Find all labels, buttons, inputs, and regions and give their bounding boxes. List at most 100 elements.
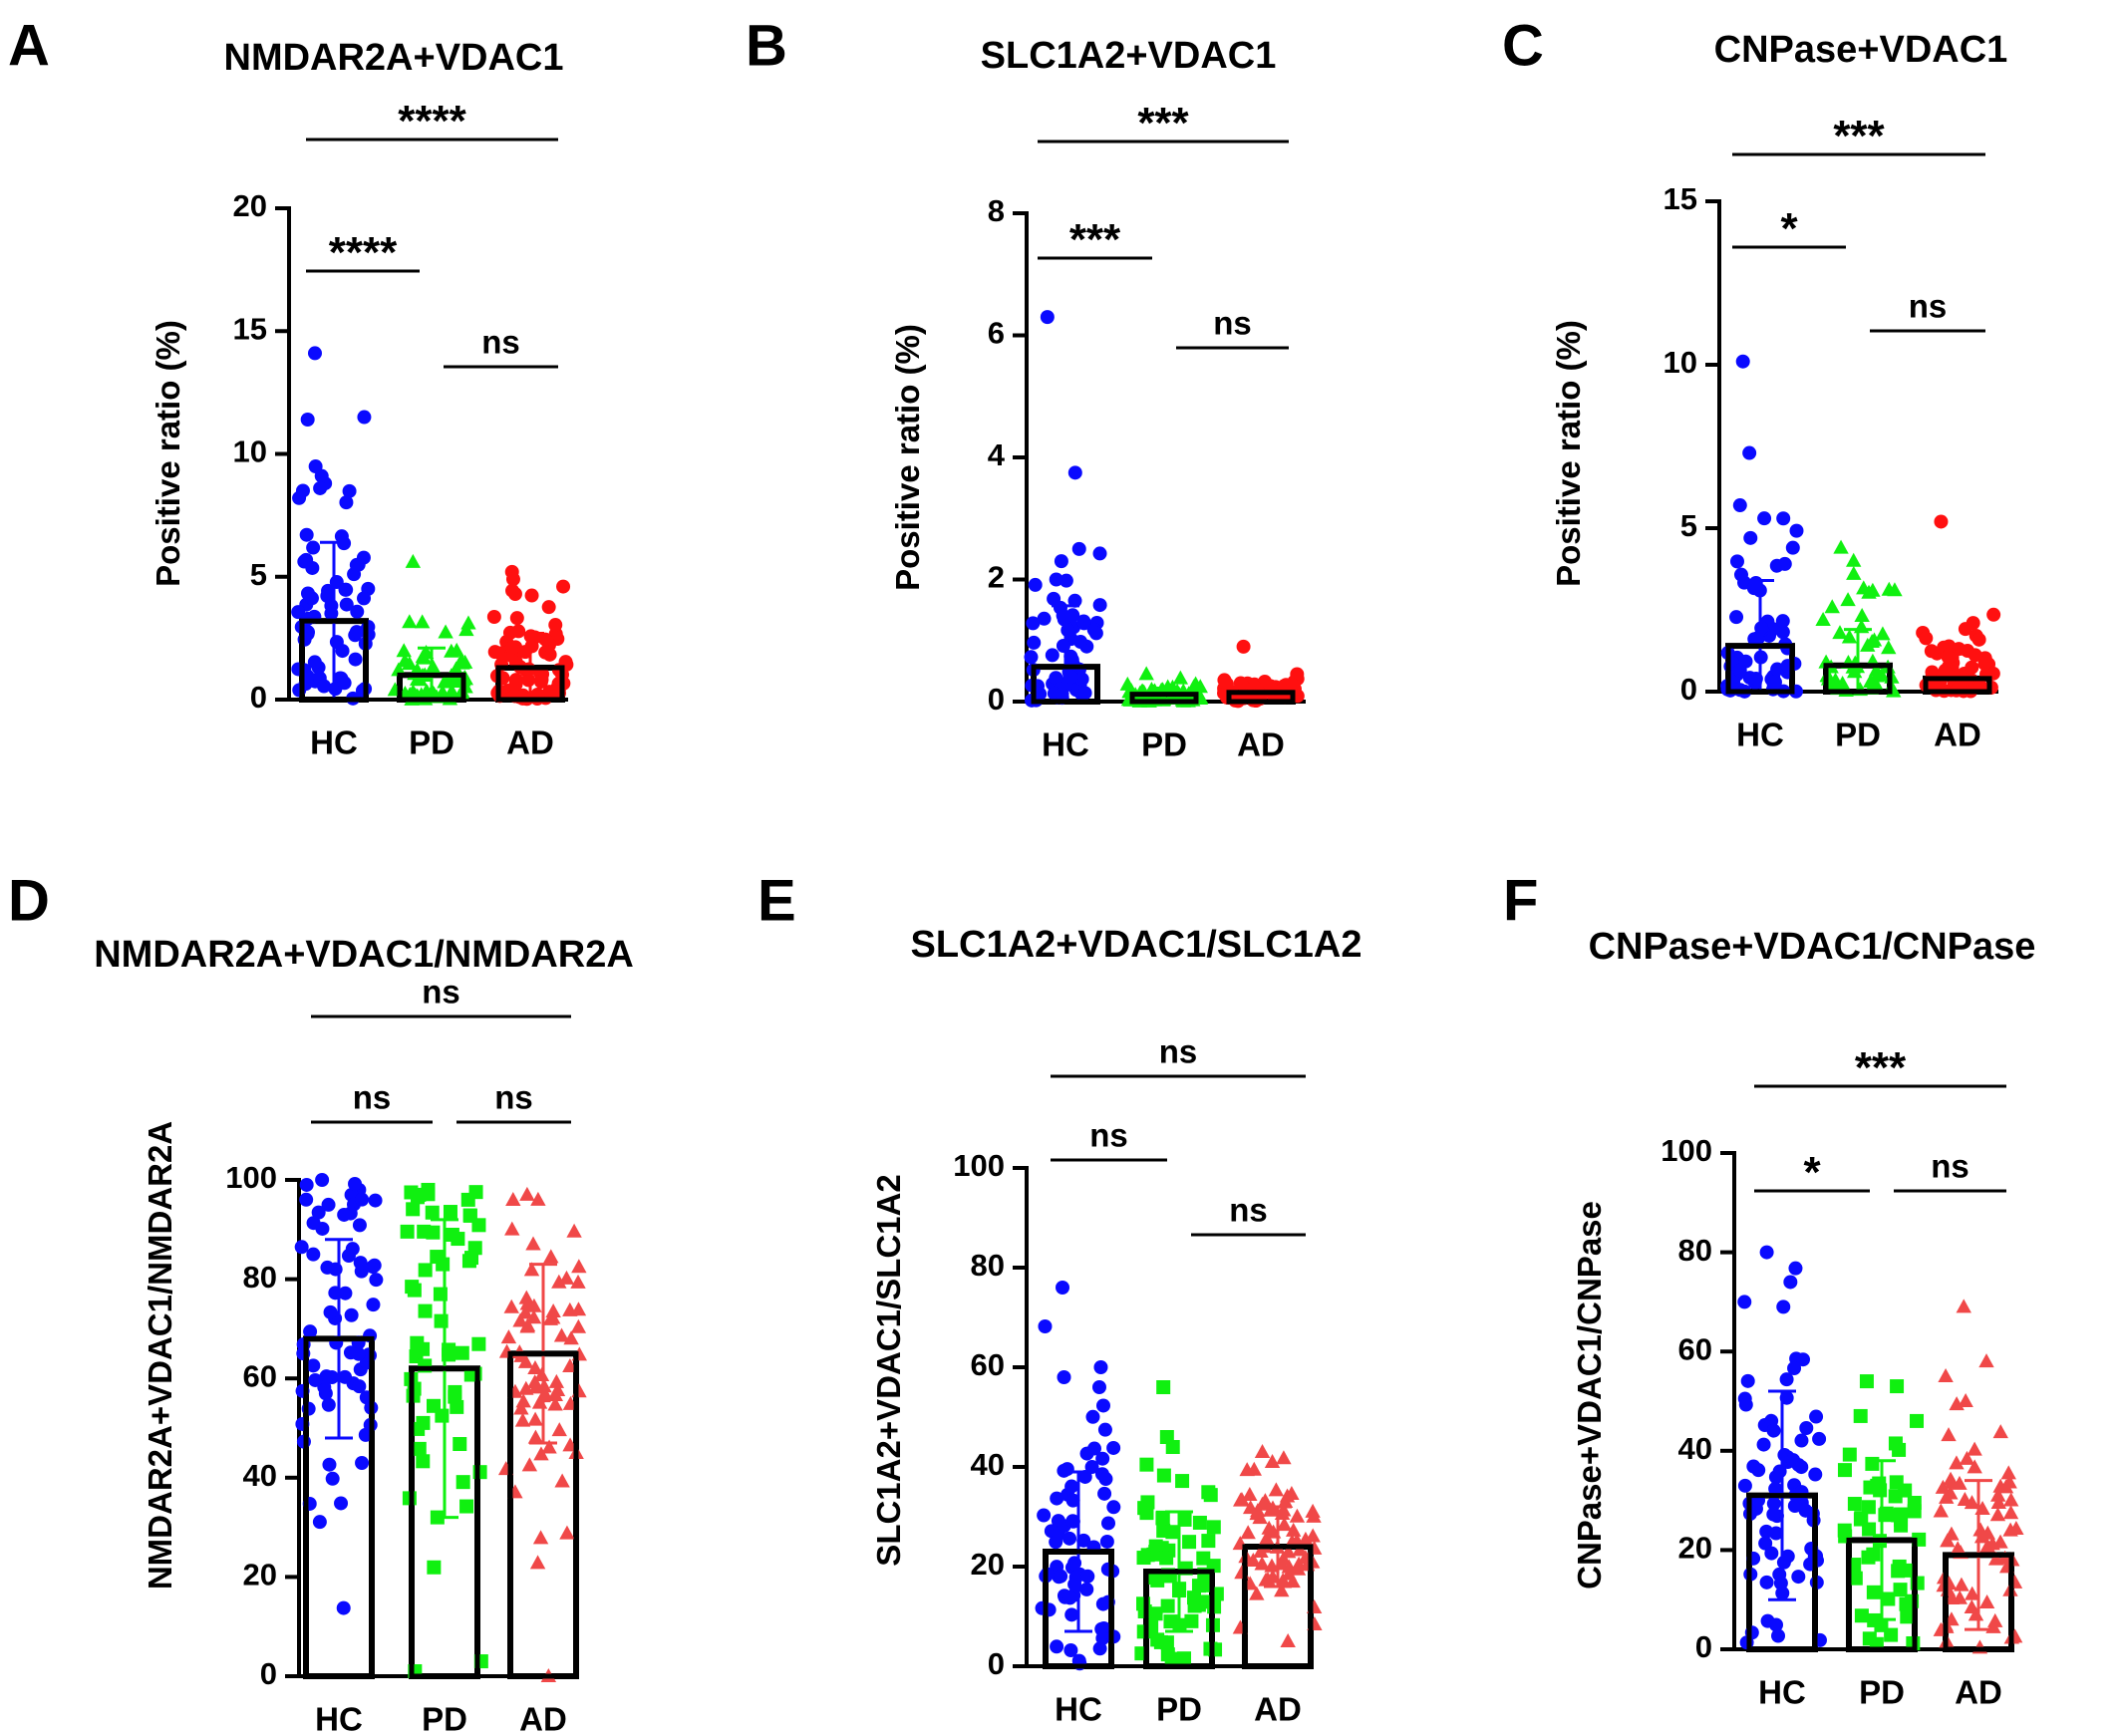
data-point <box>502 625 517 640</box>
data-point <box>1771 1628 1786 1643</box>
data-point <box>1203 1488 1218 1503</box>
data-point <box>1759 1575 1774 1590</box>
data-point <box>325 1471 340 1486</box>
data-point <box>551 1274 567 1289</box>
data-point <box>541 600 556 615</box>
data-point <box>1743 530 1758 545</box>
data-point <box>1067 593 1082 608</box>
x-category-label: HC <box>1758 1674 1806 1711</box>
data-point <box>547 1396 563 1411</box>
data-point <box>1989 1507 2006 1522</box>
data-point <box>1106 1440 1121 1455</box>
data-point <box>355 1456 370 1471</box>
data-point <box>1919 631 1934 646</box>
mean-bar-outline <box>1043 1549 1114 1669</box>
y-tick-label: 15 <box>233 311 267 346</box>
data-point <box>1881 640 1897 655</box>
data-point <box>1095 1451 1110 1466</box>
data-point <box>338 582 353 597</box>
data-point <box>1063 1642 1078 1657</box>
data-point <box>1095 1398 1110 1413</box>
data-point <box>2008 1520 2024 1535</box>
data-point <box>357 410 372 425</box>
data-point <box>1971 632 1986 647</box>
y-tick-label: 60 <box>971 1347 1005 1382</box>
data-point <box>435 1408 450 1423</box>
data-point <box>1958 1392 1973 1407</box>
mean-bar-outline <box>1031 664 1100 705</box>
data-point <box>353 1256 368 1271</box>
data-point <box>1274 1583 1290 1597</box>
panel-letter: E <box>758 868 796 933</box>
data-point <box>1924 644 1939 659</box>
data-point <box>397 653 413 668</box>
data-point <box>1776 1300 1791 1314</box>
data-point <box>1067 465 1082 480</box>
data-point <box>1808 1467 1823 1482</box>
data-point <box>1732 663 1747 678</box>
data-point <box>1026 616 1041 631</box>
mean-bar-outline <box>1725 643 1795 695</box>
data-point <box>2003 1492 2019 1507</box>
data-point <box>1253 1543 1269 1558</box>
data-point <box>1881 1591 1896 1606</box>
data-point <box>2002 1505 2019 1520</box>
data-point <box>1182 1535 1197 1550</box>
mean-bar-outline <box>1143 1569 1215 1669</box>
data-point <box>1979 1525 1996 1540</box>
significance-label: * <box>1780 204 1798 253</box>
data-point <box>1071 541 1086 556</box>
data-point <box>455 1475 470 1490</box>
data-point <box>1196 1551 1211 1566</box>
data-point <box>312 1515 327 1530</box>
data-point <box>334 1496 349 1511</box>
data-point <box>1175 1474 1190 1489</box>
data-point <box>1057 1370 1071 1384</box>
data-point <box>1184 1613 1199 1628</box>
data-point <box>1092 546 1107 561</box>
data-point <box>1815 611 1831 626</box>
data-point <box>1289 1508 1306 1523</box>
mean-bar-outline <box>1923 676 1992 695</box>
data-point <box>349 557 364 572</box>
data-point <box>530 1191 546 1206</box>
data-point <box>453 653 469 668</box>
data-point <box>315 1173 330 1187</box>
data-point <box>1160 1598 1175 1613</box>
y-axis-label: NMDAR2A+VDAC1/NMDAR2A <box>142 1121 178 1590</box>
data-point <box>1040 310 1055 325</box>
data-point <box>1076 1533 1091 1548</box>
data-point <box>519 1186 535 1201</box>
data-point <box>418 1303 433 1318</box>
data-point <box>329 635 344 650</box>
data-point <box>407 1283 422 1298</box>
data-point <box>1833 539 1849 554</box>
data-point <box>1949 1455 1965 1470</box>
data-point <box>1172 670 1189 685</box>
data-point <box>525 1309 542 1324</box>
data-point <box>1757 511 1772 526</box>
data-point <box>1987 1551 2004 1566</box>
data-point <box>1264 1453 1281 1468</box>
data-point <box>1049 671 1063 686</box>
data-point <box>1063 670 1078 685</box>
data-point <box>1862 1522 1877 1537</box>
data-point <box>514 1412 531 1427</box>
mean-bar-outline <box>507 1350 579 1679</box>
y-tick-label: 0 <box>260 1656 277 1691</box>
data-point <box>1958 622 1972 637</box>
data-point <box>400 1224 415 1239</box>
data-point <box>563 1330 579 1345</box>
data-point <box>1024 650 1039 665</box>
data-point <box>444 683 459 698</box>
significance-label: * <box>1803 1148 1821 1197</box>
data-point <box>1894 1507 1909 1522</box>
significance-label: *** <box>1069 215 1121 264</box>
data-point <box>1853 1408 1868 1423</box>
y-tick-label: 0 <box>1680 672 1697 707</box>
data-point <box>1959 1450 1975 1465</box>
data-point <box>1742 671 1757 686</box>
y-tick-label: 4 <box>988 437 1006 472</box>
data-point <box>1956 1299 1971 1313</box>
data-point <box>344 1307 359 1322</box>
